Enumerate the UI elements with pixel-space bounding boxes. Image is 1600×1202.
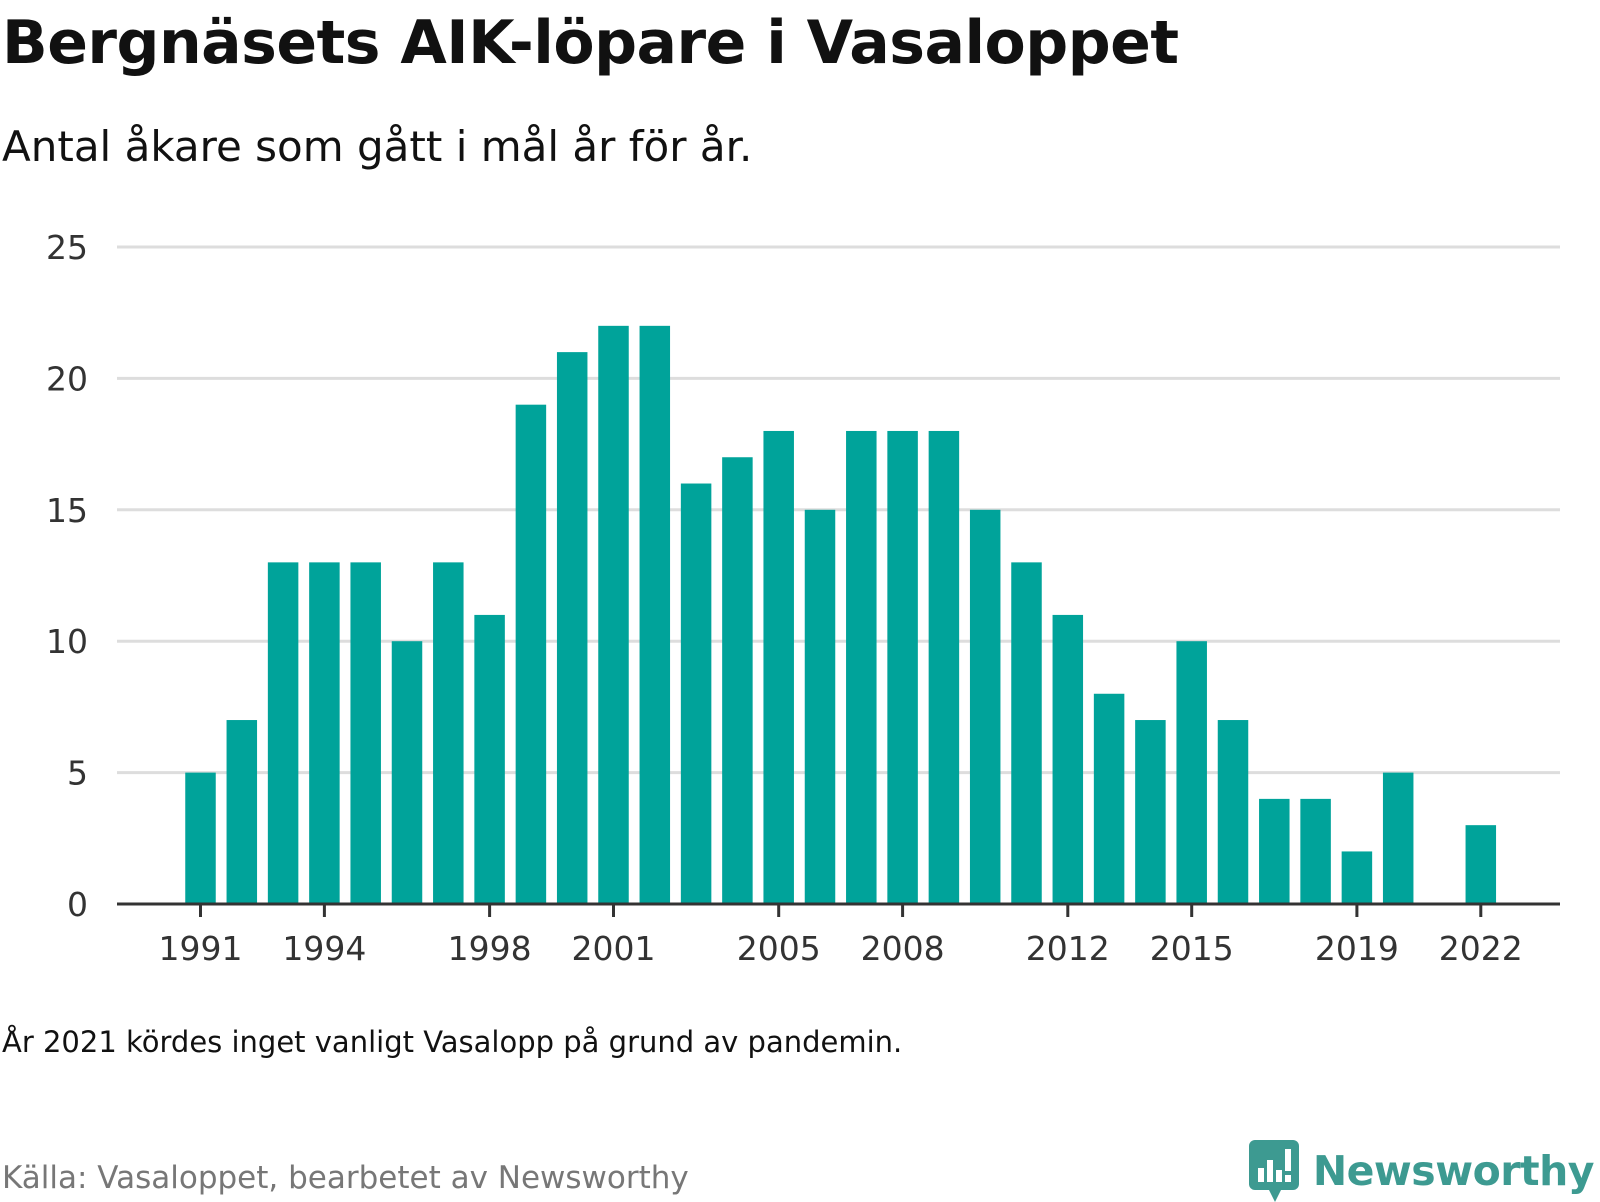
bar	[1093, 693, 1125, 904]
x-tick-label: 2015	[1150, 929, 1234, 968]
bar	[185, 772, 216, 904]
bar	[1052, 614, 1084, 904]
brand-name: Newsworthy	[1312, 1147, 1595, 1195]
bar	[1300, 798, 1331, 904]
bar	[969, 509, 1001, 904]
bar	[1341, 851, 1373, 904]
bar	[1217, 720, 1249, 904]
y-tick-label: 10	[46, 622, 88, 661]
bar	[226, 720, 258, 904]
bar	[722, 457, 753, 904]
source-text: Källa: Vasaloppet, bearbetet av Newswort…	[2, 1160, 689, 1196]
x-tick-label: 1994	[282, 929, 366, 968]
bars	[185, 325, 1497, 905]
bar	[928, 430, 960, 904]
bar	[1135, 720, 1166, 904]
bar	[639, 325, 671, 905]
y-tick-label: 20	[46, 359, 88, 398]
bar	[309, 562, 340, 904]
y-axis-ticks: 0 5 10 15 20 25	[46, 228, 88, 924]
bar	[1382, 772, 1414, 904]
bar	[598, 325, 629, 905]
y-tick-label: 0	[67, 885, 88, 924]
x-tick-label: 2008	[861, 929, 945, 968]
x-tick-label: 2022	[1439, 929, 1523, 968]
x-axis-ticks: 1991 1994 1998 2001 2005 2008 2012 2015 2019 2022	[159, 904, 1523, 968]
x-tick-label: 2012	[1026, 929, 1110, 968]
bar	[267, 562, 299, 904]
bar	[680, 483, 712, 904]
y-tick-label: 25	[46, 228, 88, 267]
bar	[1259, 798, 1290, 904]
bar	[515, 404, 547, 904]
bar	[763, 430, 794, 904]
chart-note: År 2021 kördes inget vanligt Vasalopp på…	[2, 1025, 903, 1059]
bar	[804, 509, 836, 904]
bar	[1176, 641, 1207, 904]
x-tick-label: 1991	[159, 929, 243, 968]
bar	[474, 614, 505, 904]
bar	[887, 430, 918, 904]
chart-subtitle: Antal åkare som gått i mål år för år.	[2, 122, 753, 171]
bar	[433, 562, 464, 904]
bar	[350, 562, 381, 904]
y-tick-label: 15	[46, 491, 88, 530]
bar-chart-speech-bubble-icon	[1248, 1140, 1299, 1202]
x-tick-label: 2005	[737, 929, 821, 968]
x-tick-label: 2019	[1315, 929, 1399, 968]
x-tick-label: 2001	[572, 929, 656, 968]
bar	[846, 430, 877, 904]
x-tick-label: 1998	[448, 929, 532, 968]
bar	[1011, 562, 1042, 904]
chart-title: Bergnäsets AIK-löpare i Vasaloppet	[2, 8, 1179, 78]
bar	[556, 352, 588, 904]
brand-logo: Newsworthy	[1248, 1140, 1595, 1202]
bar	[391, 641, 423, 904]
bar	[1465, 825, 1497, 904]
y-tick-label: 5	[67, 754, 88, 793]
bar-chart: 0 5 10 15 20 25 1991 1994 1998 2001 2005 2008 2012 2…	[46, 228, 1560, 968]
